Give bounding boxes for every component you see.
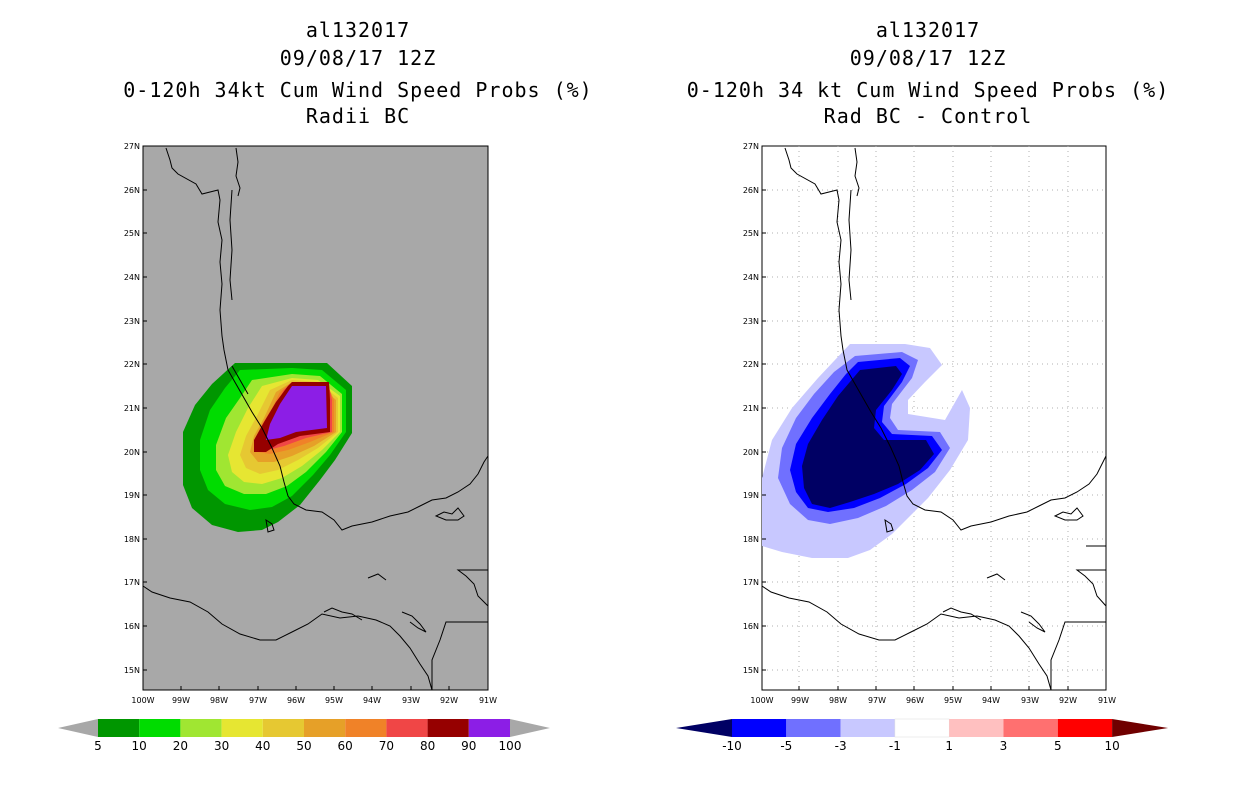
right-product-title: 0-120h 34 kt Cum Wind Speed Probs (%) [686, 78, 1170, 102]
left-product-title: 0-120h 34kt Cum Wind Speed Probs (%) [123, 78, 593, 102]
right-storm-id: al132017 [875, 18, 981, 42]
left-axis-ticks [143, 189, 450, 690]
left-storm-id: al132017 [305, 18, 411, 42]
left-probability-contours [183, 363, 352, 532]
right-datetime: 09/08/17 12Z [849, 46, 1007, 70]
contour-100 [266, 386, 327, 440]
left-title-block: al132017 09/08/17 12Z 0-120h 34kt Cum Wi… [60, 16, 656, 130]
left-coastlines [142, 147, 489, 691]
right-title-block: al132017 09/08/17 12Z 0-120h 34 kt Cum W… [630, 16, 1226, 130]
right-subtitle: Rad BC - Control [823, 104, 1033, 128]
left-subtitle: Radii BC [305, 104, 411, 128]
left-datetime: 09/08/17 12Z [279, 46, 437, 70]
